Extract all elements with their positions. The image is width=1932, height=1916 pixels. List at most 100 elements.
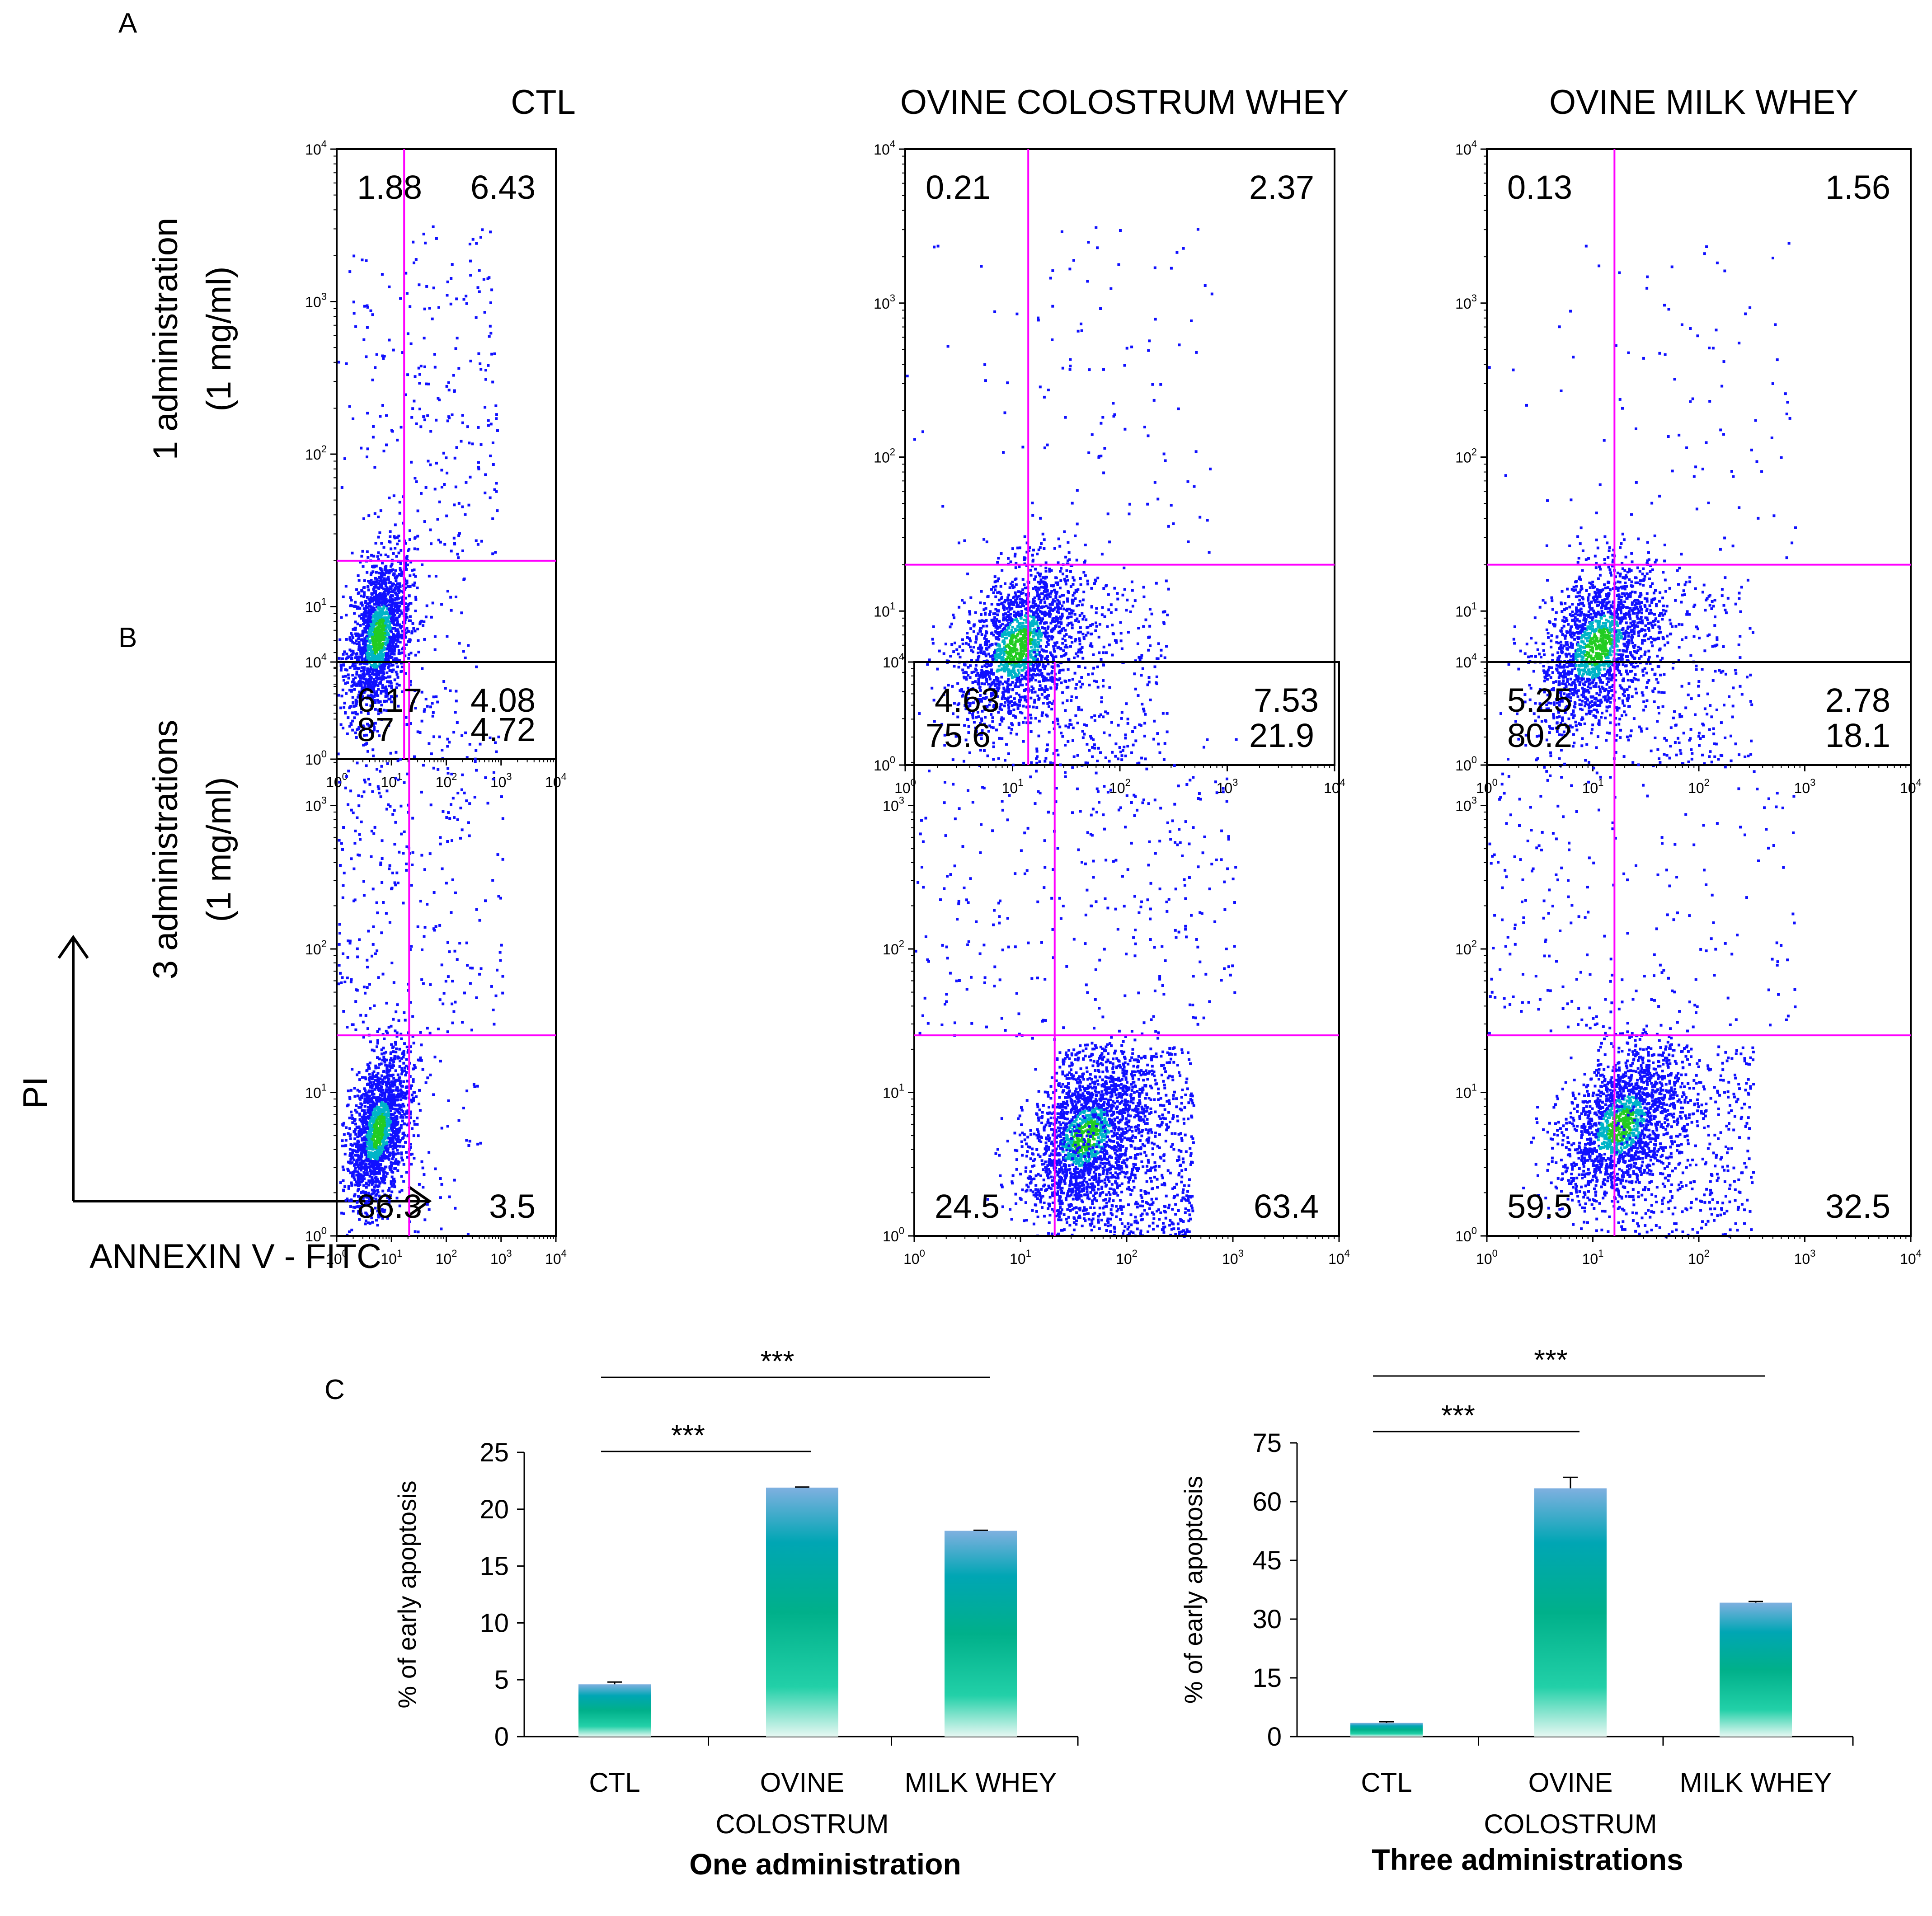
category-label: COLOSTRUM xyxy=(1484,1809,1657,1839)
x-tick-label: 102 xyxy=(436,1248,457,1267)
quadrant-ur: 2.37 xyxy=(1249,169,1314,206)
significance-label: *** xyxy=(671,1419,705,1451)
quadrant-ll: 75.6 xyxy=(926,717,991,754)
axis-arrows xyxy=(57,935,432,1217)
row-label-3-line1: 3 administrations xyxy=(146,720,185,980)
x-tick-label: 100 xyxy=(903,1248,925,1267)
quadrant-ur: 7.53 xyxy=(1254,681,1319,719)
plot-frame xyxy=(904,148,1335,766)
y-tick-label: 15 xyxy=(479,1552,509,1581)
y-tick-label: 102 xyxy=(305,443,327,463)
y-tick-label: 60 xyxy=(1252,1487,1282,1517)
x-tick-label: 101 xyxy=(1002,777,1024,796)
x-tick-label: 101 xyxy=(381,1248,402,1267)
x-axis-label-annexin: ANNEXIN V - FITC xyxy=(89,1237,381,1276)
column-header-milk: OVINE MILK WHEY xyxy=(1549,83,1858,122)
y-axis-label-pi: PI xyxy=(16,1076,55,1109)
x-tick-label: 101 xyxy=(1582,1248,1604,1267)
y-tick-label: 100 xyxy=(883,1225,904,1244)
y-tick-label: 103 xyxy=(874,292,895,312)
y-tick-label: 102 xyxy=(883,938,904,958)
y-tick-label: 103 xyxy=(305,795,327,814)
y-tick-label: 101 xyxy=(1455,600,1477,620)
bar-2 xyxy=(766,1487,838,1737)
x-tick-label: 104 xyxy=(1900,1248,1922,1267)
y-tick-label: 102 xyxy=(1455,446,1477,466)
y-tick-label: 102 xyxy=(305,938,327,958)
quadrant-lr: 3.5 xyxy=(489,1188,536,1225)
significance-label: *** xyxy=(1441,1399,1475,1432)
quadrant-ll: 87 xyxy=(357,711,394,748)
y-tick-label: 101 xyxy=(1455,1082,1477,1101)
x-arrow-head xyxy=(408,1185,432,1217)
y-tick-label: 75 xyxy=(1252,1428,1282,1458)
quadrant-ll: 59.5 xyxy=(1507,1188,1572,1225)
y-tick-label: 102 xyxy=(1455,938,1477,958)
row-label-1-line2: (1 mg/ml) xyxy=(200,267,238,412)
y-tick-label: 101 xyxy=(305,596,327,615)
quadrant-lr: 4.72 xyxy=(470,711,536,748)
column-header-ctl: CTL xyxy=(511,83,576,122)
x-tick-label: 100 xyxy=(894,777,916,796)
y-tick-label: 104 xyxy=(883,651,904,671)
y-tick-label: 104 xyxy=(305,651,327,671)
quadrant-ll: 80.2 xyxy=(1507,717,1572,754)
x-tick-label: 102 xyxy=(1688,1248,1710,1267)
y-tick-label: 45 xyxy=(1252,1546,1282,1575)
plot-frame xyxy=(336,148,557,760)
significance-label: *** xyxy=(1534,1343,1568,1376)
category-label: CTL xyxy=(1361,1767,1412,1798)
y-tick-label: 104 xyxy=(1455,651,1477,671)
quadrant-lr: 21.9 xyxy=(1249,717,1314,754)
y-tick-label: 100 xyxy=(305,1225,327,1244)
y-tick-label: 5 xyxy=(494,1665,509,1695)
panel-label-a: A xyxy=(118,8,137,39)
y-tick-label: 20 xyxy=(479,1495,509,1524)
quadrant-lr: 63.4 xyxy=(1254,1188,1319,1225)
y-tick-label: 100 xyxy=(874,754,895,774)
y-tick-label: 103 xyxy=(1455,795,1477,814)
x-tick-label: 102 xyxy=(436,771,457,790)
flow-plots: 100 100 101 101 102 102 103 103 104 104 1.88 6.43 87… xyxy=(305,138,1922,1267)
x-tick-label: 104 xyxy=(545,1248,567,1267)
bar-1 xyxy=(578,1684,651,1737)
quadrant-ul: 1.88 xyxy=(357,169,422,206)
x-tick-label: 102 xyxy=(1688,777,1710,796)
row-label-3: 3 administrations (1 mg/ml) xyxy=(146,720,238,980)
quadrant-ul: 0.21 xyxy=(926,169,991,206)
quadrant-ul: 6.17 xyxy=(357,681,422,719)
category-label: COLOSTRUM xyxy=(715,1809,888,1839)
row-label-1-line1: 1 administration xyxy=(146,218,185,460)
quadrant-ll: 24.5 xyxy=(935,1188,1000,1225)
flow-plot-6: 100 100 101 101 102 102 103 103 104 104 5.25 2.78 59… xyxy=(1455,651,1922,1267)
x-tick-label: 100 xyxy=(1476,1248,1498,1267)
quadrant-ur: 6.43 xyxy=(470,169,536,206)
x-tick-label: 104 xyxy=(1324,777,1345,796)
y-tick-label: 102 xyxy=(874,446,895,466)
scatter-points xyxy=(906,226,1213,767)
y-tick-label: 0 xyxy=(494,1722,509,1752)
x-tick-label: 103 xyxy=(1794,777,1816,796)
scatter-points xyxy=(337,735,504,1237)
y-tick-label: 100 xyxy=(305,748,327,768)
row-label-3-line2: (1 mg/ml) xyxy=(200,777,238,922)
category-label: CTL xyxy=(589,1767,640,1798)
row-label-1: 1 administration (1 mg/ml) xyxy=(146,218,238,460)
panel-label-c: C xyxy=(324,1374,345,1405)
x-tick-label: 101 xyxy=(1010,1248,1031,1267)
y-tick-label: 103 xyxy=(1455,292,1477,312)
y-tick-label: 0 xyxy=(1267,1722,1282,1752)
y-axis-title: % of early apoptosis xyxy=(1179,1476,1208,1704)
x-tick-label: 103 xyxy=(490,1248,512,1267)
y-tick-label: 101 xyxy=(874,600,895,620)
quadrant-ll: 86.3 xyxy=(357,1188,422,1225)
x-tick-label: 104 xyxy=(1328,1248,1350,1267)
significance-label: *** xyxy=(761,1345,794,1377)
bar-2 xyxy=(1534,1488,1607,1737)
y-tick-label: 104 xyxy=(874,138,895,158)
y-tick-label: 103 xyxy=(883,795,904,814)
category-label: OVINE xyxy=(760,1767,845,1798)
quadrant-ur: 1.56 xyxy=(1825,169,1890,206)
